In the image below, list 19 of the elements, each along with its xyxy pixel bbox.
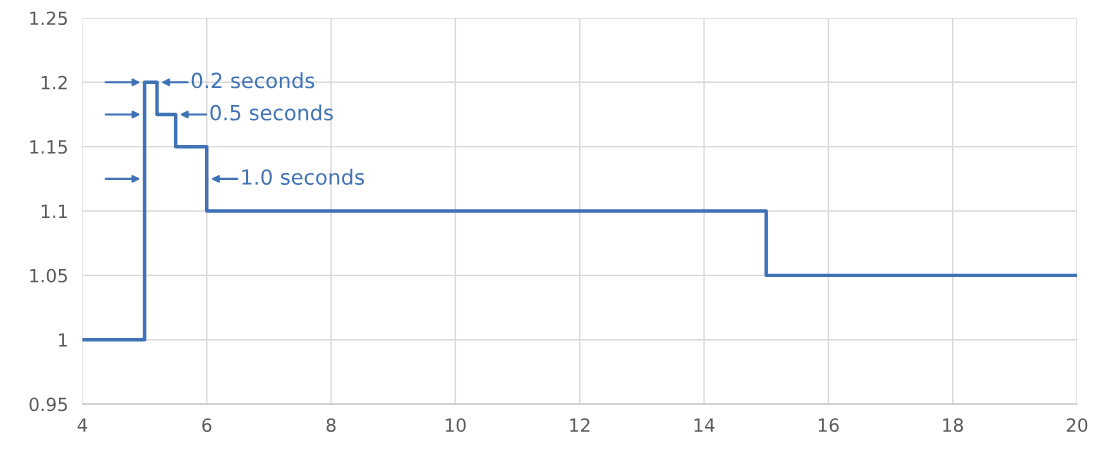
x-tick-label: 18 xyxy=(943,418,963,432)
y-tick-label: 1.15 xyxy=(30,140,67,154)
x-tick-label: 4 xyxy=(77,418,88,432)
y-tick-label: 1 xyxy=(59,333,67,347)
x-tick-label: 14 xyxy=(694,418,715,432)
y-tick-label: 0.95 xyxy=(29,397,67,412)
x-tick-label: 12 xyxy=(570,418,590,432)
x-tick-label: 6 xyxy=(202,418,212,432)
x-tick-label: 8 xyxy=(326,418,336,432)
x-tick-label: 20 xyxy=(1066,418,1088,432)
y-tick-label: 1.05 xyxy=(30,268,67,283)
annotation: 0.5 seconds xyxy=(210,104,333,121)
annotation: 0.2 seconds xyxy=(191,72,315,89)
y-tick-label: 1.25 xyxy=(30,11,67,26)
x-tick-label: 10 xyxy=(445,418,466,432)
y-tick-label: 1.1 xyxy=(41,204,67,218)
y-tick-label: 1.2 xyxy=(41,75,67,90)
annotation: 1.0 seconds xyxy=(242,168,364,185)
x-tick-label: 16 xyxy=(818,418,839,432)
